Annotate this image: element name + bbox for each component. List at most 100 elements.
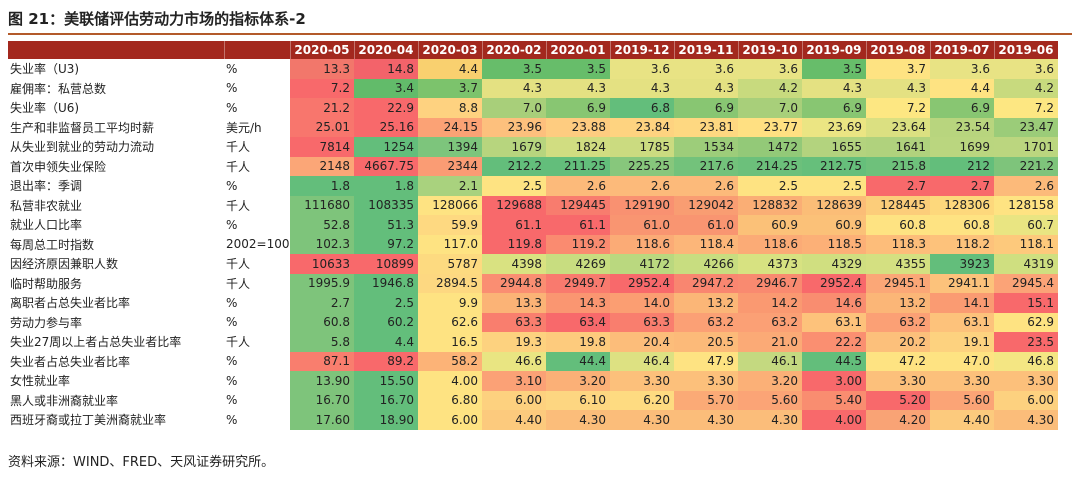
value-cell: 4.3 — [866, 78, 930, 98]
row-unit: 千人 — [226, 140, 251, 155]
value-cell: 3.30 — [930, 371, 994, 391]
value-cell: 217.6 — [674, 156, 738, 176]
value-cell: 63.3 — [482, 312, 546, 332]
value-cell: 118.6 — [610, 234, 674, 254]
value-cell: 10899 — [354, 254, 418, 274]
value-cell: 3.30 — [994, 371, 1058, 391]
value-cell: 2945.1 — [866, 273, 930, 293]
value-cell: 6.00 — [418, 410, 482, 430]
value-cell: 13.3 — [482, 293, 546, 313]
table-row: 女性就业率% 13.90 15.50 4.00 3.10 3.20 3.30 3.30 3.20… — [8, 371, 1058, 391]
value-cell: 2.5 — [738, 176, 802, 196]
value-cell: 2945.4 — [994, 273, 1058, 293]
value-cell: 1655 — [802, 137, 866, 157]
value-cell: 5.60 — [738, 390, 802, 410]
value-cell: 16.5 — [418, 332, 482, 352]
value-cell: 63.2 — [738, 312, 802, 332]
column-header: 2019-06 — [994, 41, 1059, 59]
value-cell: 128639 — [802, 195, 866, 215]
value-cell: 6.00 — [482, 390, 546, 410]
value-cell: 4.40 — [930, 410, 994, 430]
table-row: 雇佣率：私营总数% 7.2 3.4 3.7 4.3 4.3 4.3 4.3 4.2 4.3 4.3 4… — [8, 78, 1058, 98]
row-unit: % — [226, 412, 238, 427]
value-cell: 17.60 — [290, 410, 354, 430]
value-cell: 14.1 — [930, 293, 994, 313]
value-cell: 2.7 — [290, 293, 354, 313]
value-cell: 118.1 — [994, 234, 1058, 254]
value-cell: 23.64 — [866, 117, 930, 137]
value-cell: 19.8 — [546, 332, 610, 352]
value-cell: 1394 — [418, 137, 482, 157]
value-cell: 6.9 — [674, 98, 738, 118]
value-cell: 129688 — [482, 195, 546, 215]
value-cell: 7.2 — [994, 98, 1058, 118]
row-unit: 千人 — [226, 276, 251, 291]
value-cell: 3.00 — [802, 371, 866, 391]
value-cell: 23.88 — [546, 117, 610, 137]
value-cell: 23.47 — [994, 117, 1058, 137]
value-cell: 4.3 — [610, 78, 674, 98]
value-cell: 20.5 — [674, 332, 738, 352]
value-cell: 6.8 — [610, 98, 674, 118]
column-header: 2020-03 — [418, 41, 483, 59]
value-cell: 2.7 — [866, 176, 930, 196]
value-cell: 5.60 — [930, 390, 994, 410]
value-cell: 1785 — [610, 137, 674, 157]
value-cell: 118.3 — [866, 234, 930, 254]
value-cell: 20.4 — [610, 332, 674, 352]
value-cell: 63.2 — [674, 312, 738, 332]
value-cell: 2894.5 — [418, 273, 482, 293]
value-cell: 47.2 — [866, 351, 930, 371]
table-row: 失业者占总失业者比率% 87.1 89.2 58.2 46.6 44.4 46.4 47.9 4… — [8, 351, 1058, 371]
value-cell: 19.3 — [482, 332, 546, 352]
value-cell: 1254 — [354, 137, 418, 157]
row-label: 临时帮助服务 — [10, 276, 83, 291]
column-header: 2020-04 — [354, 41, 419, 59]
value-cell: 46.4 — [610, 351, 674, 371]
value-cell: 2941.1 — [930, 273, 994, 293]
value-cell: 129445 — [546, 195, 610, 215]
value-cell: 2944.8 — [482, 273, 546, 293]
value-cell: 63.3 — [610, 312, 674, 332]
value-cell: 14.6 — [802, 293, 866, 313]
value-cell: 13.2 — [674, 293, 738, 313]
value-cell: 47.9 — [674, 351, 738, 371]
header-row: 2020-05 2020-04 2020-03 2020-02 2020-01 2019-… — [8, 41, 1059, 59]
value-cell: 23.84 — [610, 117, 674, 137]
value-cell: 23.77 — [738, 117, 802, 137]
value-cell: 2.6 — [546, 176, 610, 196]
value-cell: 61.1 — [546, 215, 610, 235]
value-cell: 18.90 — [354, 410, 418, 430]
column-header: 2019-12 — [610, 41, 675, 59]
value-cell: 7814 — [290, 137, 354, 157]
column-header: 2020-05 — [290, 41, 355, 59]
value-cell: 3.6 — [610, 59, 674, 79]
value-cell: 215.8 — [866, 156, 930, 176]
value-cell: 1.8 — [354, 176, 418, 196]
value-cell: 129042 — [674, 195, 738, 215]
value-cell: 58.2 — [418, 351, 482, 371]
value-cell: 1701 — [994, 137, 1058, 157]
row-label: 失业率（U6) — [10, 101, 80, 116]
value-cell: 6.00 — [994, 390, 1058, 410]
value-cell: 2.6 — [994, 176, 1058, 196]
row-unit: 千人 — [226, 335, 251, 350]
value-cell: 62.9 — [994, 312, 1058, 332]
value-cell: 4.00 — [418, 371, 482, 391]
value-cell: 212.2 — [482, 156, 546, 176]
value-cell: 6.9 — [546, 98, 610, 118]
row-label: 离职者占总失业者比率 — [10, 296, 131, 311]
value-cell: 108335 — [354, 195, 418, 215]
value-cell: 23.69 — [802, 117, 866, 137]
value-cell: 25.16 — [354, 117, 418, 137]
value-cell: 211.25 — [546, 156, 610, 176]
table-row: 首次申领失业保险 千人 2148 4667.75 2344 212.2 211.25 225.… — [8, 156, 1058, 176]
value-cell: 212 — [930, 156, 994, 176]
value-cell: 21.2 — [290, 98, 354, 118]
value-cell: 225.25 — [610, 156, 674, 176]
value-cell: 46.1 — [738, 351, 802, 371]
value-cell: 4269 — [546, 254, 610, 274]
value-cell: 22.2 — [802, 332, 866, 352]
value-cell: 60.2 — [354, 312, 418, 332]
value-cell: 4.3 — [802, 78, 866, 98]
